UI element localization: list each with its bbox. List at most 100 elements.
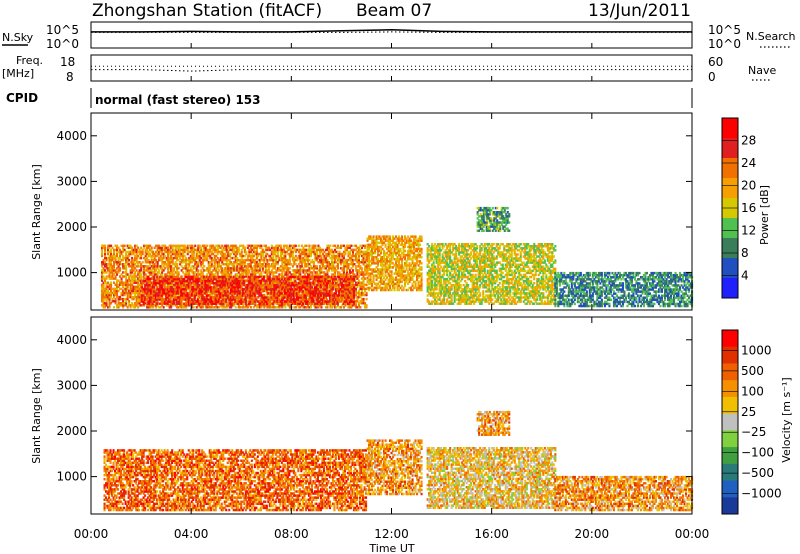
heat-cell (204, 269, 207, 272)
heat-cell (116, 254, 119, 258)
heat-cell (158, 252, 161, 256)
heat-cell (191, 248, 194, 252)
heat-cell (114, 291, 117, 295)
heat-cell (267, 296, 270, 299)
heat-cell (195, 306, 198, 309)
heat-cell (177, 275, 180, 279)
heat-cell (204, 250, 207, 254)
heat-cell (135, 275, 138, 278)
heat-cell (234, 258, 237, 262)
heat-cell (156, 250, 159, 254)
heat-cell (105, 258, 108, 262)
heat-cell (147, 252, 150, 256)
heat-cell (110, 287, 113, 291)
heat-cell (364, 244, 367, 248)
heat-cell (225, 302, 228, 305)
heat-cell (176, 252, 179, 256)
beam-title: Beam 07 (356, 1, 432, 21)
heat-cell (126, 250, 129, 254)
heat-cell (188, 304, 191, 307)
heat-cell (174, 250, 177, 254)
heat-cell (219, 267, 222, 270)
heat-cell (153, 273, 156, 276)
heat-cell (129, 250, 132, 254)
heat-cell (110, 248, 113, 252)
heat-cell (117, 289, 120, 293)
heat-cell (173, 273, 176, 276)
heat-cell (162, 269, 165, 272)
heat-cell (180, 306, 183, 309)
heat-cell (131, 267, 134, 270)
heat-cell (222, 294, 225, 297)
heat-cell (120, 273, 123, 276)
heat-cell (221, 269, 224, 272)
heat-cell (110, 244, 113, 248)
heat-cell (198, 304, 201, 307)
heat-cell (335, 250, 338, 254)
heat-cell (125, 269, 128, 272)
heat-cell (228, 277, 231, 281)
heat-cell (119, 304, 122, 307)
heat-cell (135, 304, 138, 307)
heat-cell (167, 271, 170, 274)
heat-cell (197, 271, 200, 274)
heat-cell (161, 304, 164, 307)
heat-cell (134, 306, 137, 309)
heat-cell (174, 252, 177, 256)
heat-cell (258, 275, 261, 279)
heat-cell (135, 250, 138, 254)
heat-cell (171, 258, 174, 262)
heat-cell (189, 256, 192, 260)
heat-cell (284, 252, 287, 256)
heat-cell (171, 248, 174, 252)
heat-cell (192, 248, 195, 252)
heat-cell (156, 267, 159, 270)
heat-cell (179, 246, 182, 250)
heat-cell (128, 258, 131, 262)
nsky-label: N.Sky (2, 31, 34, 44)
heat-cell (227, 258, 230, 262)
heat-cell (126, 297, 129, 301)
heat-cell (147, 254, 150, 258)
heat-cell (110, 302, 113, 305)
heat-cell (131, 246, 134, 250)
nave-label: Nave (748, 64, 776, 77)
heat-cell (116, 250, 119, 254)
heat-cell (129, 273, 132, 276)
heat-cell (201, 263, 204, 266)
heat-cell (244, 298, 247, 301)
heat-cell (203, 289, 206, 293)
heat-cell (132, 289, 135, 293)
heat-cell (126, 273, 129, 276)
heat-cell (228, 252, 231, 256)
heat-cell (212, 306, 215, 309)
heat-cell (168, 250, 171, 254)
heat-cell (222, 269, 225, 272)
heat-cell (188, 263, 191, 266)
heat-cell (147, 250, 150, 254)
heat-cell (206, 256, 209, 260)
heat-cell (362, 297, 365, 301)
heat-cell (183, 267, 186, 270)
heat-cell (301, 302, 304, 305)
heat-cell (230, 267, 233, 270)
heat-cell (123, 289, 126, 293)
heat-cell (137, 263, 140, 266)
heat-cell (104, 279, 107, 282)
heat-cell (242, 273, 245, 276)
heat-cell (209, 273, 212, 276)
heat-cell (117, 285, 120, 289)
heat-cell (111, 256, 114, 260)
heat-cell (114, 244, 117, 248)
heat-cell (102, 300, 105, 303)
heat-cell (246, 273, 249, 276)
heat-cell (177, 252, 180, 256)
heat-cell (198, 273, 201, 276)
heat-cell (192, 258, 195, 262)
heat-cell (218, 306, 221, 309)
heat-cell (191, 269, 194, 272)
heat-cell (167, 254, 170, 258)
heat-cell (126, 246, 129, 250)
heat-cell (185, 269, 188, 272)
heat-cell (198, 244, 201, 248)
